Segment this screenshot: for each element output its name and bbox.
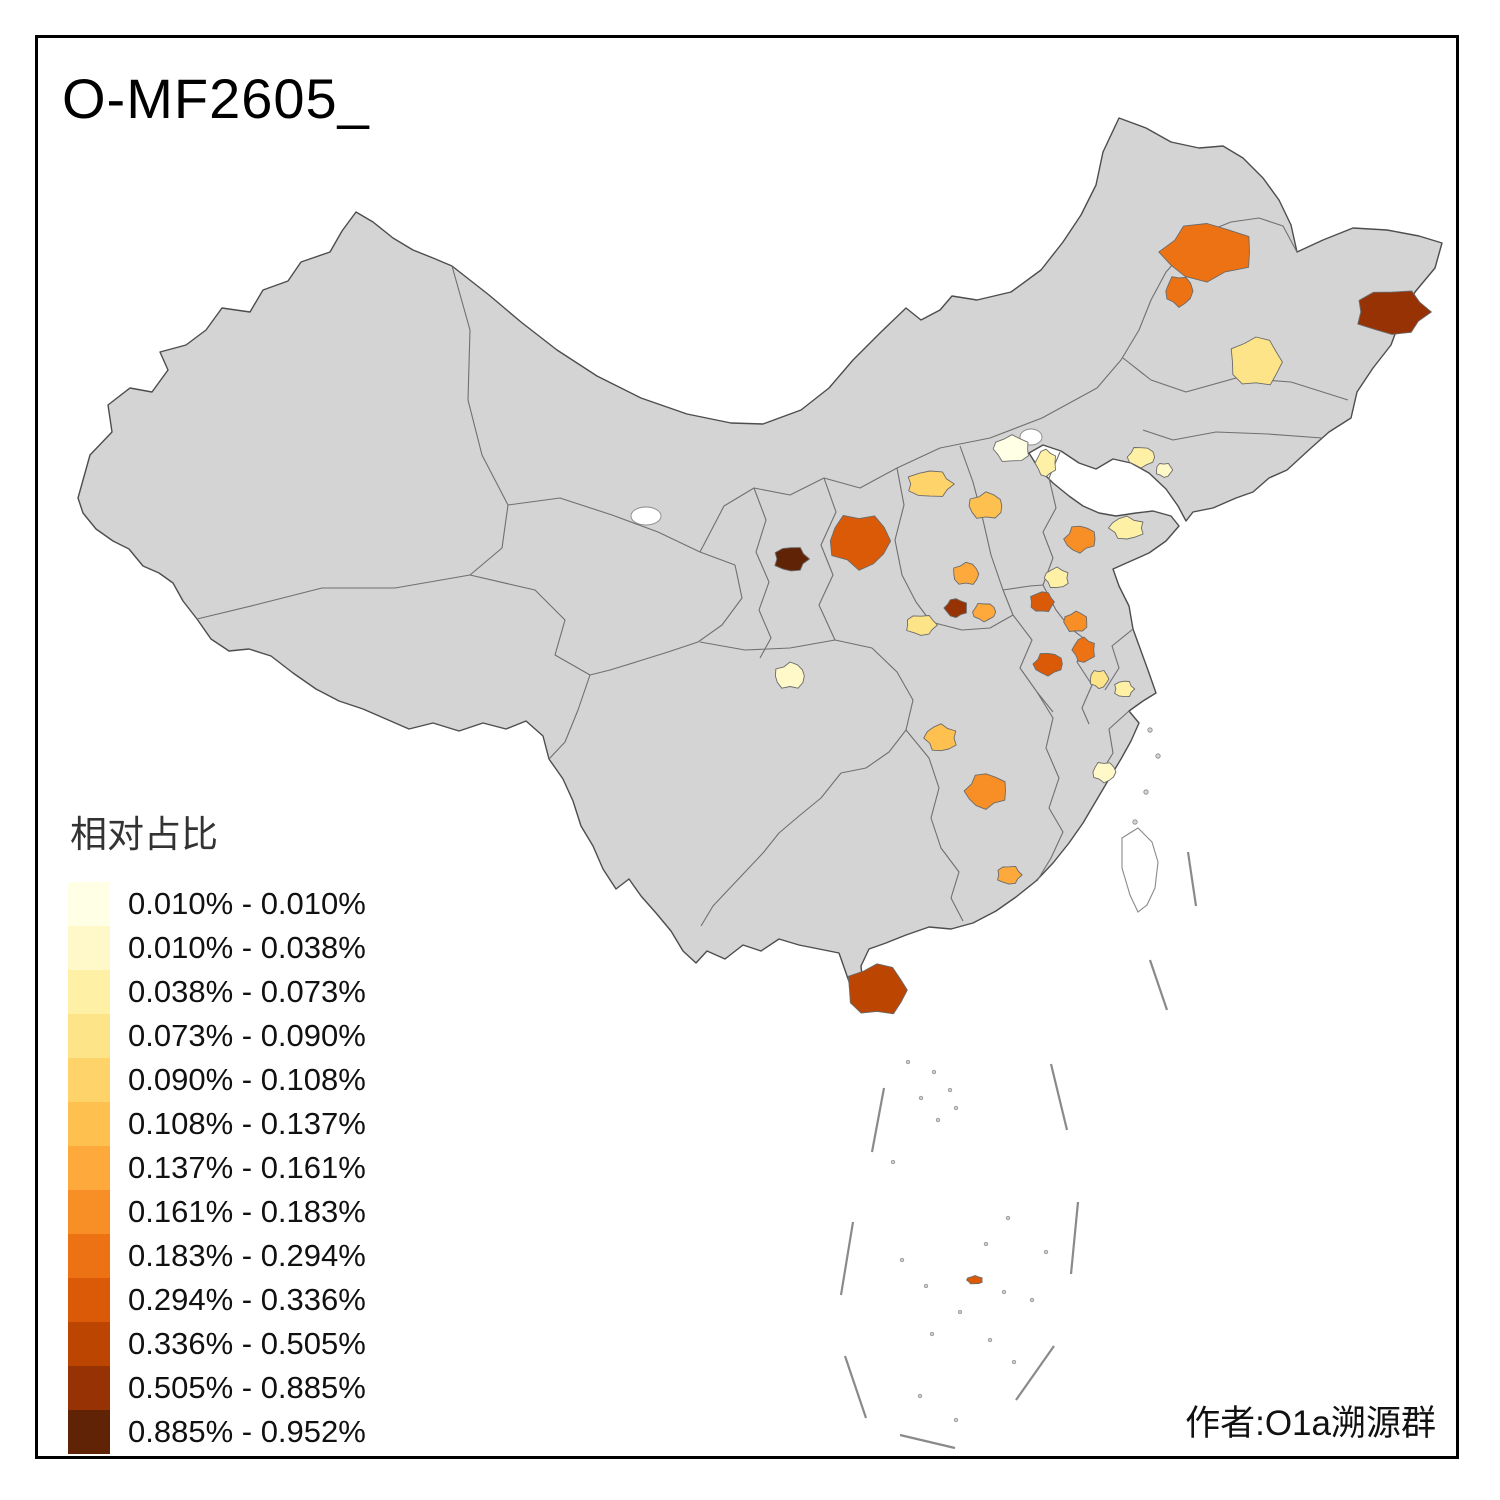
region-ne-west-orange-south (1165, 276, 1194, 308)
region-henan-south-darkorange (1032, 653, 1063, 677)
legend-row: 0.161% - 0.183% (68, 1190, 366, 1234)
legend-row: 0.505% - 0.885% (68, 1366, 366, 1410)
region-ne-west-orange (1158, 223, 1250, 283)
legend-label: 0.137% - 0.161% (128, 1150, 366, 1185)
legend-row: 0.885% - 0.952% (68, 1410, 366, 1454)
legend-label: 0.090% - 0.108% (128, 1062, 366, 1097)
region-hebei-south (968, 491, 1003, 519)
legend-swatch (68, 1190, 110, 1234)
region-shandong-pen-pale (1108, 515, 1144, 540)
legend-swatch (68, 970, 110, 1014)
legend-label: 0.336% - 0.505% (128, 1326, 366, 1361)
region-liaoning-coast-pale-2 (1155, 462, 1174, 478)
region-jilin-pale (1230, 336, 1283, 386)
region-island-darkorange (966, 1275, 983, 1285)
south-sea-islands (890, 1059, 1049, 1423)
region-anhui-orange (1071, 636, 1095, 663)
legend-row: 0.294% - 0.336% (68, 1278, 366, 1322)
region-small-darkbrown (943, 598, 967, 619)
legend-label: 0.183% - 0.294% (128, 1238, 366, 1273)
legend-swatch (68, 1234, 110, 1278)
legend-label: 0.010% - 0.038% (128, 930, 366, 965)
region-east-pale (1043, 566, 1069, 588)
legend-label: 0.038% - 0.073% (128, 974, 366, 1009)
region-shaanxi-north-big (829, 515, 892, 571)
legend-row: 0.183% - 0.294% (68, 1234, 366, 1278)
region-shanxi-north (907, 470, 955, 497)
region-weinan-pale (906, 615, 938, 636)
legend-swatch (68, 1102, 110, 1146)
legend-title: 相对占比 (70, 814, 218, 855)
legend-swatch (68, 1058, 110, 1102)
legend-label: 0.010% - 0.010% (128, 886, 366, 921)
south-sea-dash-line (839, 851, 1198, 1450)
legend-row: 0.090% - 0.108% (68, 1058, 366, 1102)
region-ne-east-darkbrown (1357, 290, 1432, 335)
legend-swatch (68, 1014, 110, 1058)
region-chongqing-yellow (923, 723, 957, 752)
legend-label: 0.505% - 0.885% (128, 1370, 366, 1405)
colored-regions-layer (774, 223, 1432, 1285)
legend-row: 0.137% - 0.161% (68, 1146, 366, 1190)
plot-border (35, 35, 1459, 1459)
region-hunan-orange (963, 773, 1006, 810)
legend-swatch (68, 1146, 110, 1190)
region-zhejiang-pale (1092, 762, 1117, 784)
region-beijing-cream (992, 434, 1029, 462)
legend-swatch (68, 1366, 110, 1410)
legend-label: 0.294% - 0.336% (128, 1282, 366, 1317)
legend-swatch (68, 926, 110, 970)
region-henan-north-darkorange (1030, 591, 1055, 612)
legend: 相对占比 0.010% - 0.010% 0.010% - 0.038% 0.038… (68, 804, 366, 1454)
legend-row: 0.336% - 0.505% (68, 1322, 366, 1366)
legend-row: 0.108% - 0.137% (68, 1102, 366, 1146)
region-guangdong-orange (997, 865, 1023, 885)
legend-swatch (68, 1278, 110, 1322)
legend-items: 0.010% - 0.010% 0.010% - 0.038% 0.038% - 0… (68, 882, 366, 1454)
legend-row: 0.038% - 0.073% (68, 970, 366, 1014)
region-liaoning-coast-pale (1126, 447, 1156, 469)
legend-label: 0.161% - 0.183% (128, 1194, 366, 1229)
legend-row: 0.010% - 0.038% (68, 926, 366, 970)
taiwan-island (1121, 827, 1159, 913)
region-anhui-pale (1089, 670, 1110, 690)
region-shanxi-south (953, 561, 980, 585)
legend-label: 0.108% - 0.137% (128, 1106, 366, 1141)
region-gansu-darkest (774, 547, 810, 572)
region-small-orange (972, 602, 997, 623)
legend-swatch (68, 1410, 110, 1454)
coastal-islets (1132, 727, 1161, 825)
legend-swatch (68, 1322, 110, 1366)
province-boundaries (196, 217, 1349, 927)
qinghai-lake (630, 506, 662, 526)
legend-swatch (68, 882, 110, 926)
region-beijing-east-pale (1034, 448, 1056, 478)
legend-label: 0.073% - 0.090% (128, 1018, 366, 1053)
legend-row: 0.010% - 0.010% (68, 882, 366, 926)
region-hainan-darkorange (847, 963, 908, 1015)
plot-title: O-MF2605_ (62, 67, 370, 130)
legend-label: 0.885% - 0.952% (128, 1414, 366, 1449)
attribution: 作者:O1a溯源群 (1185, 1404, 1436, 1443)
region-shandong-west-orange (1063, 525, 1096, 554)
region-sichuan-pale (774, 661, 805, 689)
legend-row: 0.073% - 0.090% (68, 1014, 366, 1058)
region-henan-east-orange (1063, 610, 1088, 632)
region-jiangsu-pale (1114, 680, 1136, 698)
